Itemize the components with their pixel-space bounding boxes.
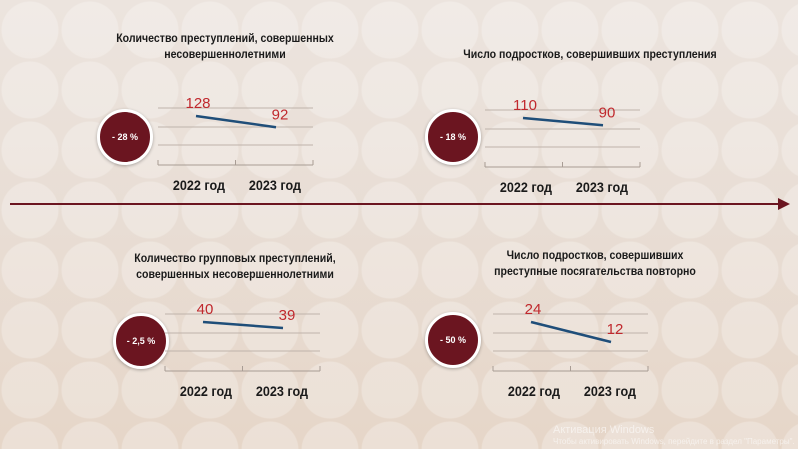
data-label: 92 (272, 106, 289, 123)
chart-1: 128 92 2022 год 2023 год (157, 90, 328, 193)
chart-plot: 128 92 (157, 95, 314, 166)
x-tick-label: 2023 год (248, 177, 302, 193)
x-tick-label: 2022 год (172, 177, 226, 193)
data-label: 12 (607, 321, 624, 338)
chart-plot: 24 12 (492, 301, 649, 372)
series-line (522, 116, 604, 127)
watermark-text: Чтобы активировать Windows, перейдите в … (553, 437, 795, 446)
chart-title: Количество преступлений, совершенных нес… (116, 31, 334, 61)
x-tick-label: 2022 год (507, 383, 561, 399)
chart-plot: 40 39 (164, 301, 321, 372)
x-tick-label: 2023 год (255, 383, 309, 399)
arrow-head-icon (778, 198, 790, 210)
chart-title: Число подростков, совершивших преступные… (494, 248, 696, 278)
x-tick-label: 2023 год (575, 179, 629, 195)
change-badge: - 18 % (425, 109, 481, 165)
data-label: 40 (197, 301, 214, 318)
chart-title: Число подростков, совершивших преступлен… (463, 47, 717, 61)
data-label: 90 (599, 104, 616, 121)
series-line (202, 320, 284, 330)
x-tick-label: 2023 год (583, 383, 637, 399)
change-badge: - 50 % (425, 312, 481, 368)
x-tick-label: 2022 год (499, 179, 553, 195)
timeline-arrow (10, 203, 788, 205)
data-label: 110 (513, 97, 537, 114)
data-label: 24 (525, 301, 542, 318)
windows-activation-watermark: Активация Windows Чтобы активировать Win… (553, 424, 795, 448)
series-line (195, 114, 277, 129)
change-badge: - 28 % (97, 109, 153, 165)
change-badge: - 2,5 % (113, 313, 169, 369)
watermark-title: Активация Windows (553, 424, 655, 436)
chart-4: 24 12 2022 год 2023 год (492, 296, 663, 399)
x-tick-label: 2022 год (179, 383, 233, 399)
chart-2: 110 90 2022 год 2023 год (484, 92, 655, 195)
chart-plot: 110 90 (484, 97, 641, 168)
chart-title: Количество групповых преступлений, совер… (134, 251, 336, 281)
data-label: 39 (279, 307, 296, 324)
chart-3: 40 39 2022 год 2023 год (164, 296, 335, 399)
data-label: 128 (185, 95, 210, 112)
series-line (530, 320, 612, 344)
